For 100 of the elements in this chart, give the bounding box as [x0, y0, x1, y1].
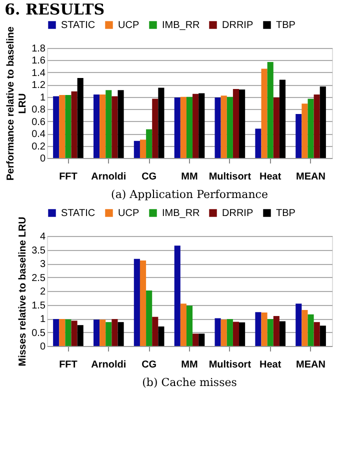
x-tick-label: CG: [142, 172, 157, 182]
bar: [273, 316, 280, 346]
y-tick-label: 1.8: [32, 44, 46, 54]
text: (a) Application Performance: [111, 188, 268, 201]
bar: [302, 104, 308, 158]
bar: [214, 98, 221, 158]
x-tick-label: CG: [142, 360, 157, 370]
legend-label: IMB_RR: [162, 208, 200, 219]
y-tick-label: 3.5: [32, 245, 46, 256]
legend-label: DRRIP: [222, 20, 254, 31]
bar: [296, 304, 302, 346]
bar: [112, 96, 118, 158]
x-tick-label: Arnoldi: [91, 172, 126, 182]
bar: [65, 95, 72, 158]
bar: [152, 98, 158, 158]
legend-label: IMB_RR: [162, 20, 200, 31]
y-axis-title: Performance relative to baseline LRU: [6, 26, 29, 180]
bar: [198, 334, 205, 346]
legend-label: TBP: [276, 208, 296, 219]
bar: [261, 312, 268, 346]
x-tick-label: Multisort: [208, 172, 252, 182]
bar: [314, 322, 320, 346]
bar: [198, 93, 205, 158]
bar: [174, 98, 180, 158]
bar: [77, 325, 84, 346]
bar: [302, 310, 308, 346]
y-tick-label: 3: [40, 259, 46, 270]
bar: [112, 319, 118, 346]
bar: [232, 322, 240, 346]
bar: [320, 326, 326, 346]
bar: [279, 321, 286, 346]
bar: [65, 319, 72, 346]
bar: [59, 319, 66, 346]
y-tick-label: 1.5: [32, 300, 46, 312]
bar: [174, 246, 180, 346]
x-tick-label: MEAN: [296, 172, 326, 182]
bar: [71, 91, 78, 158]
bar: [180, 304, 186, 346]
bar: [255, 128, 262, 158]
x-tick-label: FFT: [59, 172, 78, 182]
x-tick-label: Heat: [260, 172, 282, 182]
y-tick-label: 2: [40, 286, 46, 298]
legend-label: DRRIP: [222, 208, 254, 219]
bar: [152, 316, 158, 346]
bar: [106, 90, 112, 158]
bar: [71, 320, 78, 346]
bar: [140, 260, 146, 346]
y-tick-label: 0: [40, 342, 46, 352]
bar: [226, 96, 233, 158]
y-tick-label: 1: [40, 314, 46, 325]
bar: [146, 290, 152, 346]
bar: [308, 314, 314, 346]
bar: [320, 86, 326, 158]
text: 6. RESULTS: [4, 0, 105, 18]
bar: [186, 306, 193, 346]
bar: [140, 140, 146, 158]
bar: [134, 140, 140, 158]
bar: [220, 320, 227, 346]
y-tick-label: 0: [40, 154, 46, 164]
bar: [267, 319, 274, 346]
bar: [314, 94, 320, 158]
bar: [93, 320, 100, 346]
bar: [226, 319, 233, 346]
bar: [273, 98, 280, 158]
x-tick-label: FFT: [59, 360, 78, 370]
y-tick-label: 0.4: [32, 129, 46, 140]
y-tick-label: 0.5: [32, 328, 46, 339]
x-tick-label: MM: [181, 360, 198, 370]
x-tick-label: MEAN: [296, 360, 326, 370]
bar: [180, 96, 186, 158]
bar: [59, 95, 66, 158]
bar: [267, 62, 274, 158]
bar: [232, 88, 240, 158]
bar: [239, 90, 246, 158]
bar: [53, 96, 60, 158]
bar: [296, 114, 302, 158]
bar: [261, 68, 268, 158]
bar: [100, 320, 106, 346]
y-tick-label: 0.2: [32, 141, 46, 152]
x-tick-label: Arnoldi: [91, 360, 126, 370]
y-axis-title: Misses relative to baseline LRU: [18, 216, 29, 366]
x-tick-label: Multisort: [208, 360, 252, 370]
x-tick-label: MM: [181, 172, 198, 182]
bar: [192, 334, 199, 346]
bar: [239, 322, 246, 346]
bar: [134, 258, 140, 346]
legend-label: UCP: [118, 208, 140, 219]
bar: [279, 80, 286, 158]
x-tick-label: Heat: [260, 360, 282, 370]
bar: [53, 319, 60, 346]
bar: [106, 322, 112, 346]
y-tick-label: 0.8: [32, 104, 46, 116]
bar: [158, 326, 164, 346]
y-tick-label: 4: [40, 232, 46, 242]
bar: [192, 94, 199, 158]
legend-label: TBP: [276, 20, 296, 31]
y-tick-label: 1: [40, 92, 46, 104]
bar: [118, 90, 124, 158]
legend-label: STATIC: [61, 208, 96, 219]
bar: [100, 94, 106, 158]
